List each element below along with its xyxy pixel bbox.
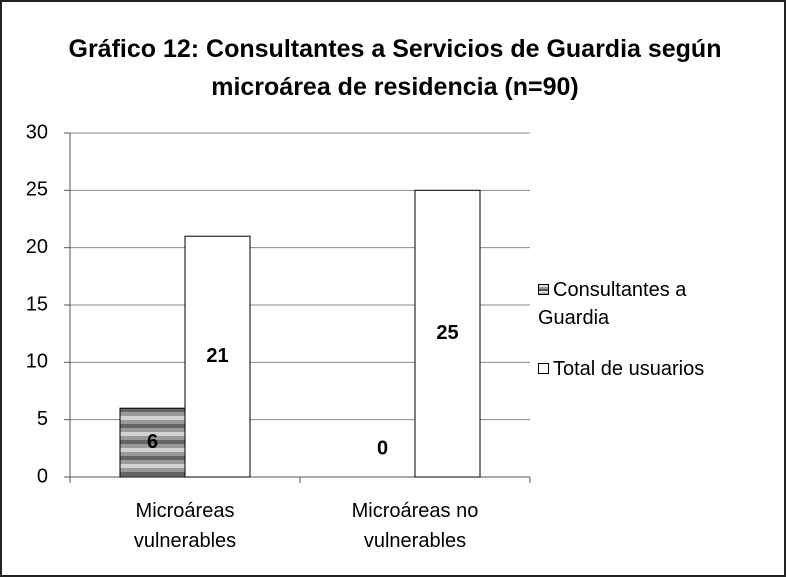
legend-item: Total de usuarios — [538, 355, 738, 383]
data-label: 6 — [147, 431, 158, 453]
legend-item: Consultantes a Guardia — [538, 276, 708, 332]
legend-swatch — [538, 363, 549, 374]
data-label: 0 — [377, 437, 388, 459]
legend-label: Consultantes a Guardia — [538, 279, 687, 329]
chart-title: Gráfico 12: Consultantes a Servicios de … — [68, 35, 722, 101]
y-tick-label: 25 — [26, 179, 48, 201]
x-tick-label: Microáreas no vulnerables — [351, 500, 479, 552]
bar — [414, 189, 481, 478]
y-tick-label: 10 — [26, 351, 48, 373]
legend-swatch — [538, 284, 549, 295]
y-tick-label: 30 — [26, 121, 48, 143]
legend-label: Total de usuarios — [553, 358, 705, 380]
bar — [119, 407, 186, 478]
y-tick-label: 0 — [37, 465, 48, 487]
y-tick-label: 15 — [26, 293, 48, 315]
x-tick-label: Microáreas vulnerables — [133, 500, 237, 552]
y-tick-label: 20 — [26, 236, 48, 258]
data-label: 21 — [206, 345, 228, 367]
bar — [184, 235, 251, 478]
data-label: 25 — [436, 322, 458, 344]
y-tick-label: 5 — [37, 408, 48, 430]
